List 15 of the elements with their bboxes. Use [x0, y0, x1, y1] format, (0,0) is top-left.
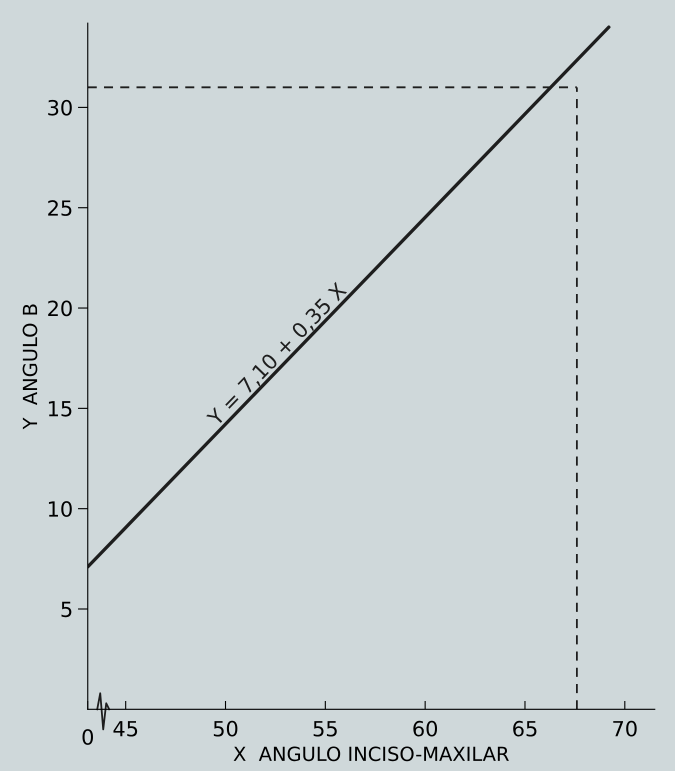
x-tick-label: 45 [113, 721, 138, 737]
x-axis-title: X ANGULO INCISO-MAXILAR [234, 746, 509, 762]
x-tick-label: 70 [613, 720, 637, 737]
x-tick-label: 50 [214, 720, 238, 737]
y-tick-label: 25 [48, 200, 72, 216]
y-tick-label: 30 [48, 100, 72, 116]
x-tick-label: 60 [413, 720, 438, 737]
x-tick-label: 65 [513, 720, 536, 737]
y-tick-label: 20 [48, 300, 72, 316]
y-tick-label: 5 [62, 602, 72, 618]
y-tick-label: 10 [48, 501, 72, 517]
y-tick-label: 15 [48, 401, 72, 417]
y-axis-title: Y ANGULO B [22, 304, 38, 430]
x-tick-label: 55 [314, 721, 337, 737]
text: 0 [82, 729, 93, 745]
